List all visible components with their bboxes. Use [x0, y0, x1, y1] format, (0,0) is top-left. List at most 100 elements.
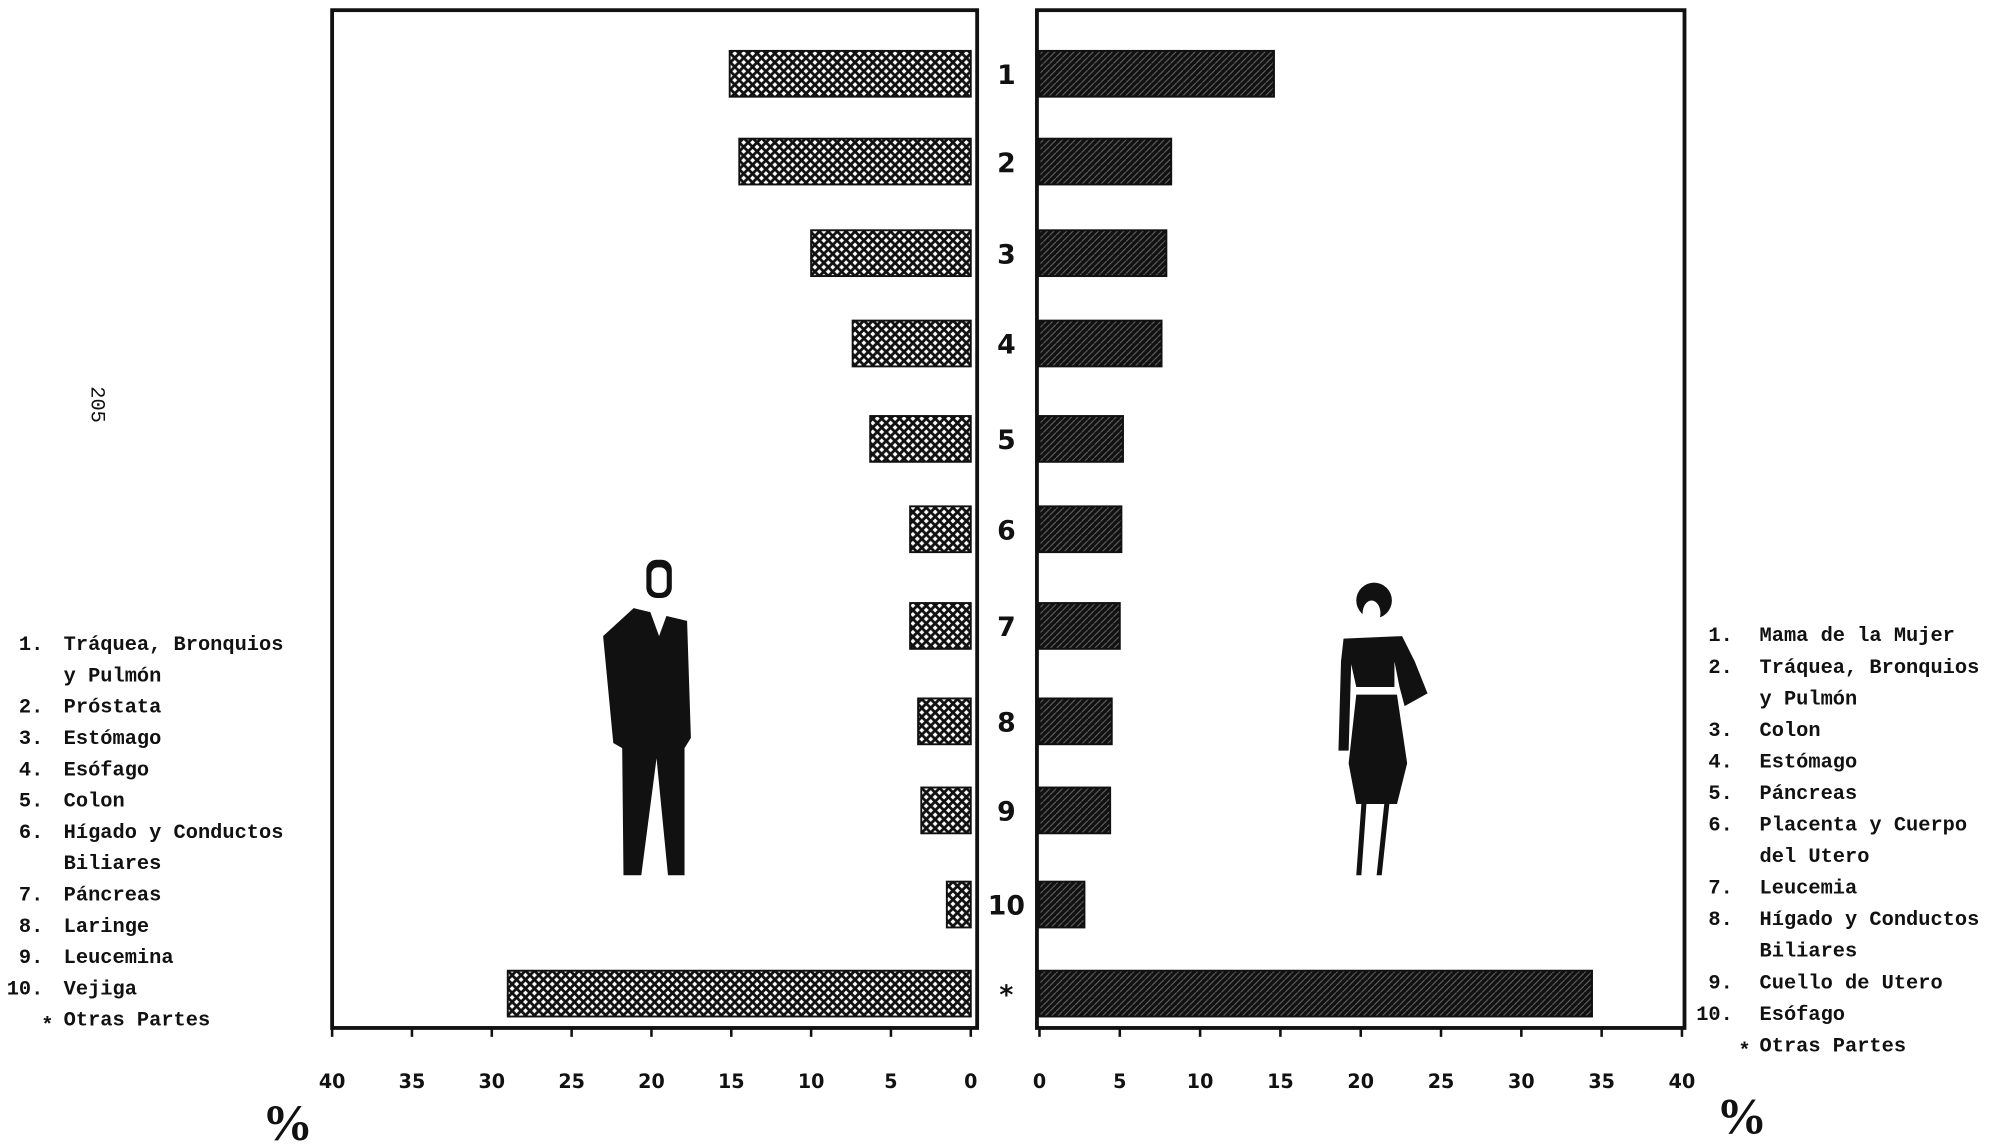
- bar: [909, 505, 972, 554]
- legend-number: 6.: [1708, 815, 1732, 838]
- legend-text: y Pulmón: [1760, 688, 1858, 711]
- legend-text: Hígado y Conductos: [1760, 909, 1980, 932]
- plot-frame: [330, 8, 980, 1030]
- x-tick-label: 30: [1508, 1071, 1535, 1093]
- bar: [945, 880, 972, 929]
- x-tick-label: 10: [798, 1071, 825, 1093]
- category-label: 9: [997, 797, 1016, 828]
- legend-number: 7.: [19, 884, 43, 907]
- legend-text: del Utero: [1760, 846, 1870, 869]
- legend-text: Placenta y Cuerpo: [1760, 815, 1968, 838]
- bar: [810, 229, 972, 278]
- x-tick-label: 40: [319, 1071, 346, 1093]
- legend-text: Vejiga: [64, 978, 137, 1001]
- legend-number: 7.: [1708, 878, 1732, 901]
- legend-number: 3.: [1708, 720, 1732, 743]
- bar: [1038, 786, 1112, 835]
- bar: [909, 602, 972, 650]
- x-tick-label: 0: [964, 1071, 977, 1093]
- bar: [1038, 137, 1173, 186]
- x-tick-label: 0: [1033, 1071, 1046, 1093]
- legend-text: Páncreas: [1760, 783, 1858, 806]
- legend-text: Esófago: [64, 759, 149, 782]
- category-label: *: [999, 980, 1013, 1011]
- legend-number: 5.: [1708, 783, 1732, 806]
- legend-text: Mama de la Mujer: [1760, 625, 1955, 648]
- category-label: 4: [997, 330, 1016, 361]
- legend-text: Otras Partes: [1760, 1035, 1907, 1058]
- bar: [1038, 229, 1168, 278]
- category-label: 6: [997, 515, 1016, 546]
- bar: [1038, 49, 1275, 98]
- bar: [506, 969, 972, 1018]
- legend-text: Biliares: [64, 853, 162, 876]
- legend-text: Tráquea, Bronquios: [1760, 657, 1980, 680]
- legend-text: Colon: [1760, 720, 1821, 743]
- x-tick-label: 20: [1347, 1071, 1374, 1093]
- x-tick-label: 15: [1267, 1071, 1294, 1093]
- category-label: 3: [997, 239, 1016, 270]
- x-tick-label: 35: [399, 1071, 426, 1093]
- legend-number: 9.: [19, 947, 43, 970]
- category-label: 10: [988, 891, 1025, 922]
- unit-label: %: [1716, 1090, 1767, 1145]
- x-tick-label: 10: [1187, 1071, 1214, 1093]
- legend-number: 10.: [1696, 1004, 1733, 1027]
- legend-text: Otras Partes: [64, 1010, 210, 1033]
- legend-number: 3.: [19, 728, 43, 751]
- legend-text: Leucemina: [64, 947, 174, 970]
- bar: [728, 49, 972, 98]
- legend-text: Estómago: [64, 728, 162, 751]
- legend-number: 6.: [19, 822, 43, 845]
- man-figure: [603, 559, 691, 876]
- legend-number: 9.: [1708, 972, 1732, 995]
- legend-text: Hígado y Conductos: [64, 822, 284, 845]
- legend-text: Leucemia: [1760, 878, 1858, 901]
- x-tick-label: 5: [1113, 1071, 1126, 1093]
- category-label: 7: [997, 612, 1016, 643]
- bar: [1038, 969, 1593, 1018]
- x-tick-label: 5: [884, 1071, 897, 1093]
- bar: [920, 786, 972, 835]
- legend-text: Laringe: [64, 916, 149, 939]
- bar: [1038, 602, 1121, 650]
- legend-text: Próstata: [64, 697, 162, 720]
- legend-number: 10.: [7, 978, 44, 1001]
- legend-number: 4.: [1708, 751, 1732, 774]
- page-number: 205: [85, 386, 108, 423]
- legend-number: 8.: [19, 916, 43, 939]
- legend-text: Estómago: [1760, 751, 1858, 774]
- legend-text: Esófago: [1760, 1004, 1845, 1027]
- unit-label: %: [262, 1096, 313, 1145]
- x-tick-label: 40: [1669, 1071, 1696, 1093]
- legend-text: y Pulmón: [64, 665, 162, 688]
- legend-number: 4.: [19, 759, 43, 782]
- legend-number: *: [1738, 1040, 1750, 1063]
- bar: [738, 137, 972, 186]
- x-tick-label: 15: [718, 1071, 745, 1093]
- legend-number: 8.: [1708, 909, 1732, 932]
- woman-figure: [1338, 582, 1428, 876]
- bar: [869, 415, 972, 463]
- x-tick-label: 20: [638, 1071, 665, 1093]
- bar: [1038, 505, 1123, 554]
- legend-text: Colon: [64, 791, 125, 814]
- legend-number: 2.: [1708, 657, 1732, 680]
- x-tick-label: 35: [1588, 1071, 1615, 1093]
- x-tick-label: 30: [479, 1071, 506, 1093]
- legend-number: 1.: [19, 634, 43, 657]
- legend-text: Páncreas: [64, 884, 162, 907]
- bar: [1038, 697, 1113, 746]
- category-label: 1: [997, 60, 1016, 91]
- category-label: 8: [997, 708, 1016, 739]
- category-label: 2: [997, 148, 1016, 179]
- legend-number: 5.: [19, 791, 43, 814]
- x-tick-label: 25: [558, 1071, 585, 1093]
- legend-text: Biliares: [1760, 941, 1858, 964]
- bar: [1038, 319, 1163, 368]
- legend-number: *: [41, 1015, 53, 1038]
- legend-text: Cuello de Utero: [1760, 972, 1943, 995]
- bar: [917, 697, 972, 746]
